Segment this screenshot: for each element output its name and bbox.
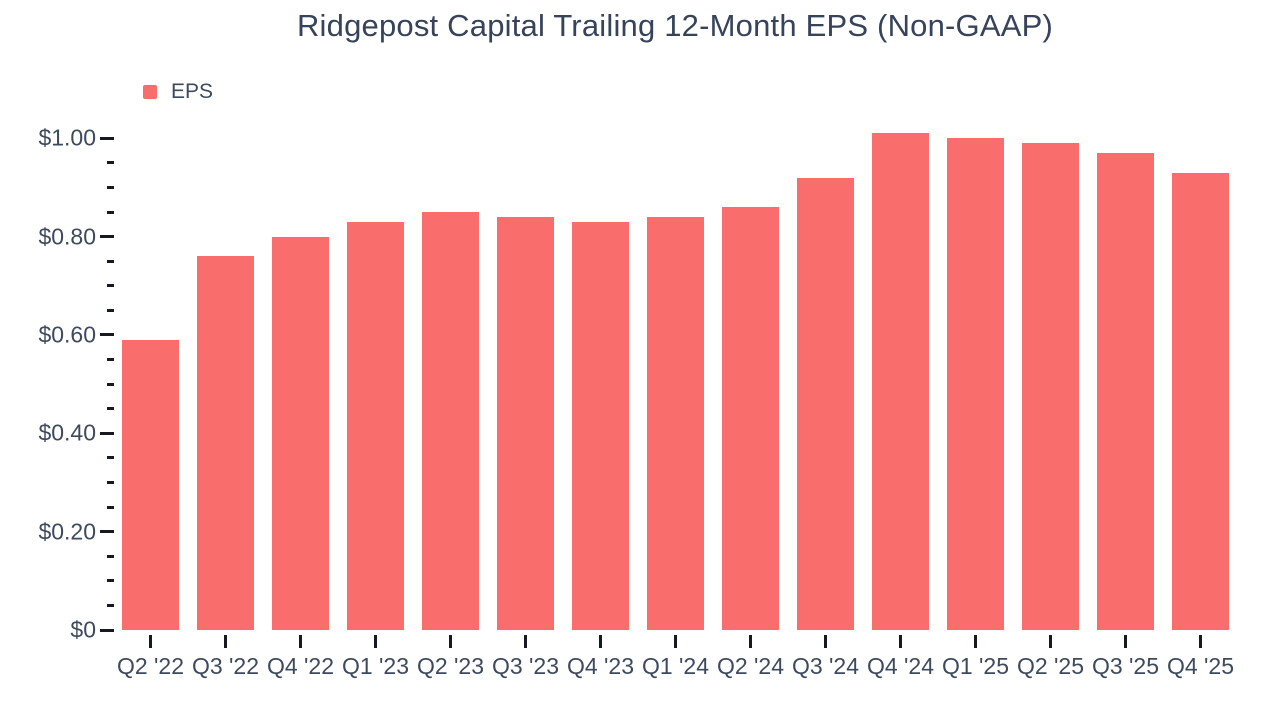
- y-axis-minor-tick: [107, 185, 114, 189]
- x-axis-label-q2-25: Q2 '25: [1016, 653, 1085, 679]
- x-axis-label-q3-23: Q3 '23: [491, 653, 560, 679]
- x-axis-tick: [524, 635, 527, 648]
- x-axis-label-q2-23: Q2 '23: [416, 653, 485, 679]
- y-axis-major-tick: [100, 530, 114, 534]
- x-axis-tick: [824, 635, 827, 648]
- x-axis-label-q4-23: Q4 '23: [566, 653, 635, 679]
- x-axis-tick: [374, 635, 377, 648]
- x-axis-label-q1-25: Q1 '25: [941, 653, 1010, 679]
- y-axis-label-0-60: $0.60: [38, 321, 96, 348]
- y-axis-major-tick: [100, 333, 114, 337]
- y-axis-minor-tick: [107, 603, 114, 607]
- y-axis-label-0-40: $0.40: [38, 419, 96, 446]
- x-axis-tick: [1124, 635, 1127, 648]
- y-axis-label-1-00: $1.00: [38, 124, 96, 151]
- x-axis-tick: [899, 635, 902, 648]
- x-axis-tick: [1049, 635, 1052, 648]
- bar-q1-23[interactable]: [347, 221, 404, 630]
- y-axis-minor-tick: [107, 210, 114, 214]
- y-axis-minor-tick: [107, 358, 114, 362]
- x-axis-tick: [599, 635, 602, 648]
- x-axis-label-q2-22: Q2 '22: [116, 653, 185, 679]
- y-axis-label-0: $0: [70, 616, 96, 643]
- y-axis-minor-tick: [107, 407, 114, 411]
- y-axis-major-tick: [100, 235, 114, 239]
- bar-q3-24[interactable]: [797, 177, 854, 630]
- y-axis-minor-tick: [107, 456, 114, 460]
- x-axis-label-q4-22: Q4 '22: [266, 653, 335, 679]
- y-axis-minor-tick: [107, 308, 114, 312]
- bar-q4-22[interactable]: [272, 236, 329, 630]
- x-axis-label-q3-25: Q3 '25: [1091, 653, 1160, 679]
- y-axis-major-tick: [100, 628, 114, 632]
- legend-item-eps[interactable]: EPS: [143, 80, 213, 104]
- x-axis-tick: [674, 635, 677, 648]
- x-axis-tick: [224, 635, 227, 648]
- y-axis-label-0-20: $0.20: [38, 518, 96, 545]
- bar-q1-24[interactable]: [647, 216, 704, 630]
- x-axis-tick: [299, 635, 302, 648]
- bar-q4-24[interactable]: [872, 133, 929, 630]
- y-axis-minor-tick: [107, 480, 114, 484]
- x-axis-label-q4-24: Q4 '24: [866, 653, 935, 679]
- y-axis-major-tick: [100, 136, 114, 140]
- x-axis-tick: [149, 635, 152, 648]
- x-axis-label-q4-25: Q4 '25: [1166, 653, 1235, 679]
- legend-swatch-icon: [143, 85, 157, 99]
- y-axis-minor-tick: [107, 382, 114, 386]
- x-axis-label-q2-24: Q2 '24: [716, 653, 785, 679]
- y-axis-minor-tick: [107, 554, 114, 558]
- x-axis-tick: [449, 635, 452, 648]
- legend-label: EPS: [171, 80, 214, 103]
- bar-q3-23[interactable]: [497, 216, 554, 630]
- y-axis-label-0-80: $0.80: [38, 223, 96, 250]
- x-axis-tick: [749, 635, 752, 648]
- bar-q4-23[interactable]: [572, 221, 629, 630]
- x-axis-tick: [974, 635, 977, 648]
- y-axis-minor-tick: [107, 259, 114, 263]
- chart-title: Ridgepost Capital Trailing 12-Month EPS …: [296, 8, 1054, 43]
- bar-q2-23[interactable]: [422, 212, 479, 630]
- y-axis-minor-tick: [107, 505, 114, 509]
- x-axis-label-q1-24: Q1 '24: [641, 653, 710, 679]
- bar-q2-25[interactable]: [1022, 143, 1079, 630]
- bar-q4-25[interactable]: [1172, 172, 1229, 630]
- x-axis-label-q1-23: Q1 '23: [341, 653, 410, 679]
- x-axis-label-q3-24: Q3 '24: [791, 653, 860, 679]
- x-axis-tick: [1199, 635, 1202, 648]
- bar-q3-25[interactable]: [1097, 153, 1154, 630]
- y-axis-minor-tick: [107, 579, 114, 583]
- y-axis-minor-tick: [107, 161, 114, 165]
- x-axis-label-q3-22: Q3 '22: [191, 653, 260, 679]
- bar-q2-24[interactable]: [722, 207, 779, 630]
- y-axis-major-tick: [100, 431, 114, 435]
- bar-q3-22[interactable]: [197, 256, 254, 630]
- bar-q2-22[interactable]: [122, 339, 179, 630]
- bar-q1-25[interactable]: [947, 138, 1004, 630]
- y-axis-minor-tick: [107, 284, 114, 288]
